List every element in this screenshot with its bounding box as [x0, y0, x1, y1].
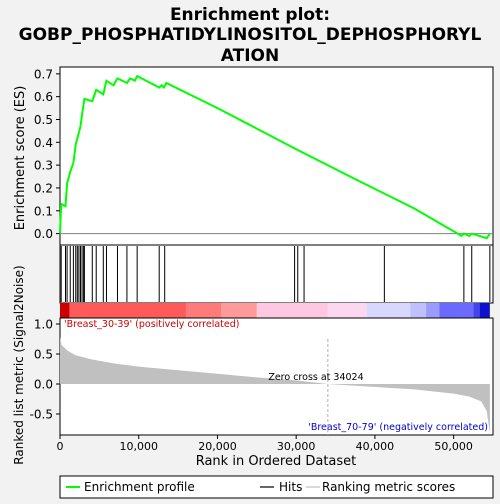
negative-correlation-label: 'Breast_70-79' (negatively correlated) — [308, 422, 488, 433]
x-tick-label: 0 — [57, 440, 64, 453]
es-y-axis: 0.7 0.6 0.5 0.4 0.3 0.2 0.1 0.0 — [34, 67, 60, 241]
positive-correlation-label: 'Breast_30-39' (positively correlated) — [64, 319, 240, 330]
metric-axis-label: Ranked list metric (Signal2Noise) — [12, 265, 26, 464]
enrichment-profile-line — [59, 74, 491, 240]
metric-y-tick-label: 0.5 — [34, 348, 53, 362]
x-tick-label: 40,000 — [356, 440, 395, 453]
x-tick-label: 10,000 — [119, 440, 158, 453]
title-line-2: GOBP_PHOSPHATIDYLINOSITOL_DEPHOSPHORYL — [19, 25, 482, 45]
legend-hits-label: Hits — [279, 480, 302, 494]
metric-y-axis: 1.0 0.5 0.0 -0.5 — [30, 318, 60, 422]
es-y-tick-label: 0.5 — [34, 113, 53, 127]
color-bar-segment — [426, 303, 440, 318]
es-y-tick-label: 0.3 — [34, 159, 53, 173]
ranking-metric-area — [60, 337, 490, 434]
color-bar-segment — [367, 303, 411, 318]
legend-box — [59, 475, 494, 499]
title-line-3: ATION — [221, 46, 279, 66]
legend-ranking-label: Ranking metric scores — [322, 480, 455, 494]
es-axis-label: Enrichment score (ES) — [13, 86, 28, 231]
color-bar-segment — [473, 303, 480, 318]
hits-panel-frame — [59, 244, 494, 304]
metric-y-tick-label: 0.0 — [34, 378, 53, 392]
es-y-tick-label: 0.1 — [34, 204, 53, 218]
x-tick-label: 50,000 — [434, 440, 473, 453]
es-y-tick-label: 0.0 — [34, 227, 53, 241]
es-panel-frame — [59, 66, 494, 246]
metric-y-tick-label: -0.5 — [30, 408, 53, 422]
color-bar-segment — [479, 303, 490, 318]
color-bar-segment — [69, 303, 186, 318]
es-y-tick-label: 0.4 — [34, 136, 53, 150]
color-bar-segment — [410, 303, 427, 318]
color-bar-segment — [60, 303, 70, 318]
x-axis-label: Rank in Ordered Dataset — [196, 454, 357, 469]
color-bar-segment — [327, 303, 368, 318]
title-line-1: Enrichment plot: — [170, 5, 330, 25]
x-tick-label: 20,000 — [198, 440, 237, 453]
color-bar-segment — [439, 303, 474, 318]
metric-y-tick-label: 1.0 — [34, 318, 53, 332]
es-y-tick-label: 0.7 — [34, 67, 53, 81]
x-tick-label: 30,000 — [277, 440, 316, 453]
zero-cross-label: Zero cross at 34024 — [268, 372, 363, 383]
color-bar-segment — [221, 303, 257, 318]
rank-color-bar — [60, 303, 490, 318]
color-bar-segment — [256, 303, 328, 318]
es-y-tick-label: 0.2 — [34, 181, 53, 195]
legend-enrichment-label: Enrichment profile — [84, 480, 195, 494]
x-axis: 0 10,000 20,000 30,000 40,000 50,000 — [57, 435, 473, 453]
es-y-tick-label: 0.6 — [34, 90, 53, 104]
hits-markers — [60, 246, 491, 302]
color-bar-segment — [185, 303, 222, 318]
